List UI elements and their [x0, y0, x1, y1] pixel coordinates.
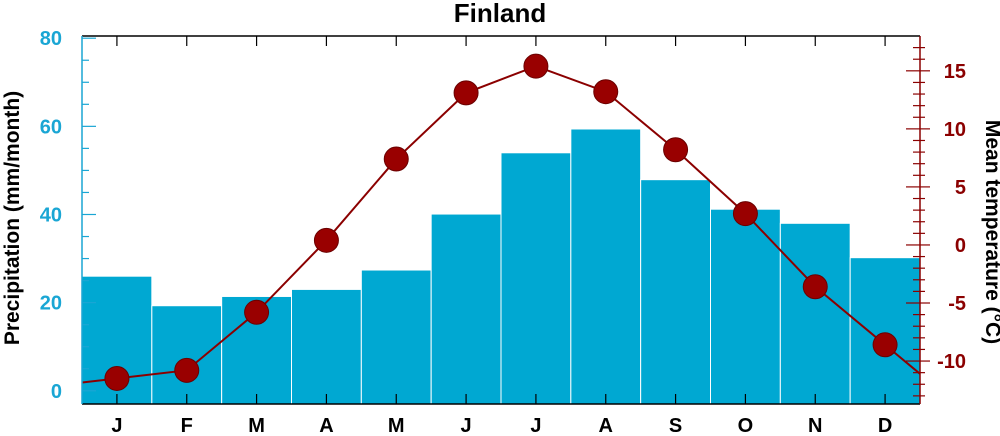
temperature-polyline	[82, 65, 920, 384]
left-axis-label: Precipitation (mm/month)	[1, 91, 24, 345]
x-tick-label: N	[808, 415, 822, 436]
precipitation-bars	[81, 128, 921, 405]
x-tick-label: O	[738, 415, 754, 436]
left-tick-label: 80	[40, 28, 62, 50]
temperature-point-9	[663, 137, 689, 163]
left-tick-label: 60	[40, 116, 62, 138]
temperature-point-12	[872, 332, 898, 358]
x-tick-label: S	[669, 415, 682, 436]
temperature-point-4	[313, 227, 339, 253]
precip-bar-11	[779, 222, 851, 405]
precip-bar-9	[640, 179, 712, 405]
temperature-point-2	[174, 357, 200, 383]
temperature-point-7	[523, 53, 549, 79]
left-axis-ticks: 0 20 40 60 80	[40, 28, 96, 403]
temperature-point-10	[732, 201, 758, 227]
temperature-point-6	[453, 80, 479, 106]
precip-bar-7	[500, 152, 572, 405]
x-tick-label: A	[599, 415, 613, 436]
temperature-point-1	[104, 365, 130, 391]
precip-bar-6	[430, 213, 502, 405]
temperature-point-5	[383, 146, 409, 172]
right-axis-ticks: -10 -5 0 5 10 15	[906, 47, 966, 397]
x-tick-label: J	[461, 415, 472, 436]
x-tick-label: A	[319, 415, 333, 436]
right-tick-label: 15	[944, 61, 966, 83]
x-tick-label: F	[181, 415, 193, 436]
precip-bar-4	[291, 288, 362, 405]
left-tick-label: 40	[40, 204, 62, 226]
precip-bar-2	[151, 305, 223, 405]
temperature-point-8	[593, 79, 619, 105]
right-axis-label: Mean temperature (°C)	[981, 120, 1000, 344]
right-tick-label: 0	[955, 235, 966, 257]
precip-bar-12	[849, 257, 921, 405]
right-tick-label: 5	[955, 177, 966, 199]
right-tick-label: -10	[937, 351, 966, 373]
x-tick-label: J	[530, 415, 541, 436]
temperature-line	[82, 53, 920, 391]
x-tick-label: M	[248, 415, 265, 436]
precip-bar-5	[360, 269, 432, 405]
right-tick-label: 10	[944, 119, 966, 141]
chart-title: Finland	[454, 0, 546, 28]
precip-bar-8	[570, 128, 642, 405]
x-tick-label: M	[388, 415, 405, 436]
left-tick-label: 0	[51, 381, 62, 403]
left-tick-label: 20	[40, 293, 62, 315]
x-tick-label: J	[111, 415, 122, 436]
right-tick-label: -5	[948, 293, 966, 315]
temperature-point-3	[244, 299, 270, 325]
plot-frame	[81, 35, 921, 405]
x-tick-label: D	[878, 415, 892, 436]
temperature-point-11	[802, 274, 828, 300]
